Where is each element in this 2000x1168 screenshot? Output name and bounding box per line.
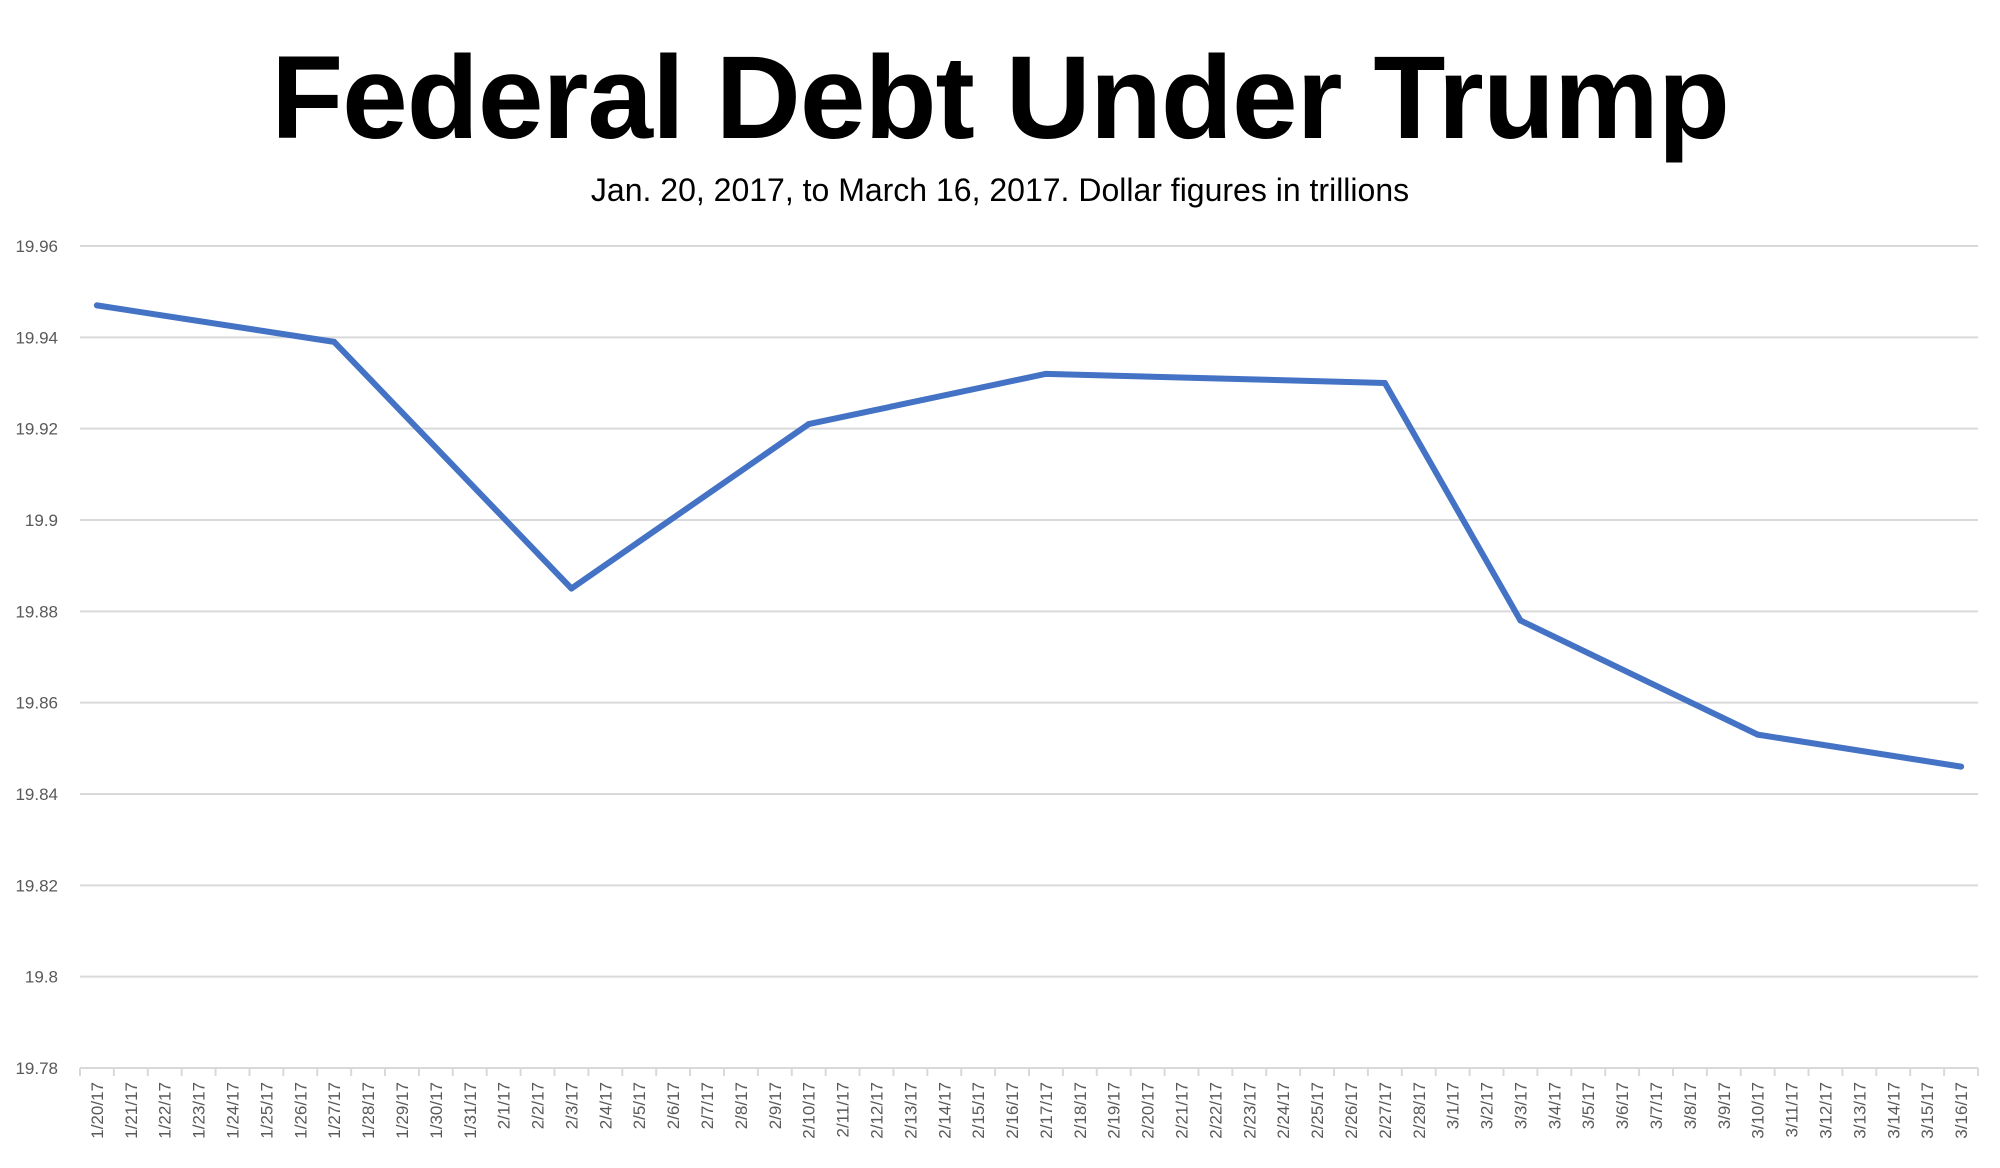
x-tick-label: 2/15/17 bbox=[969, 1082, 988, 1139]
x-tick-label: 1/27/17 bbox=[325, 1082, 344, 1139]
x-tick-label: 2/12/17 bbox=[867, 1082, 886, 1139]
y-tick-label: 19.94 bbox=[15, 328, 58, 347]
x-tick-label: 3/3/17 bbox=[1511, 1082, 1530, 1129]
x-tick-label: 3/14/17 bbox=[1884, 1082, 1903, 1139]
y-tick-label: 19.8 bbox=[25, 968, 58, 987]
data-point bbox=[568, 585, 575, 592]
data-point bbox=[1517, 617, 1524, 624]
x-tick-label: 2/26/17 bbox=[1342, 1082, 1361, 1139]
x-tick-label: 2/8/17 bbox=[732, 1082, 751, 1129]
x-tick-label: 2/5/17 bbox=[630, 1082, 649, 1129]
x-tick-label: 3/11/17 bbox=[1783, 1082, 1802, 1137]
chart-title: Federal Debt Under Trump bbox=[271, 32, 1730, 164]
x-tick-label: 2/11/17 bbox=[834, 1082, 853, 1137]
chart-subtitle: Jan. 20, 2017, to March 16, 2017. Dollar… bbox=[590, 172, 1410, 208]
x-tick-label: 2/6/17 bbox=[664, 1082, 683, 1129]
x-tick-label: 2/24/17 bbox=[1274, 1082, 1293, 1139]
x-tick-label: 3/5/17 bbox=[1579, 1082, 1598, 1129]
data-point bbox=[1042, 370, 1049, 377]
x-tick-label: 2/17/17 bbox=[1037, 1082, 1056, 1139]
x-tick-label: 3/13/17 bbox=[1850, 1082, 1869, 1139]
x-tick-label: 2/25/17 bbox=[1308, 1082, 1327, 1139]
y-tick-label: 19.86 bbox=[15, 694, 58, 713]
x-tick-label: 1/20/17 bbox=[88, 1082, 107, 1139]
data-point bbox=[1958, 763, 1965, 770]
x-tick-label: 3/16/17 bbox=[1952, 1082, 1971, 1139]
x-tick-label: 2/22/17 bbox=[1206, 1082, 1225, 1139]
x-tick-label: 1/29/17 bbox=[393, 1082, 412, 1139]
x-tick-label: 3/1/17 bbox=[1444, 1082, 1463, 1129]
y-tick-label: 19.96 bbox=[15, 237, 58, 256]
x-tick-label: 3/15/17 bbox=[1918, 1082, 1937, 1139]
data-point bbox=[1754, 731, 1761, 738]
x-tick-label: 3/9/17 bbox=[1715, 1082, 1734, 1129]
data-point bbox=[805, 421, 812, 428]
x-tick-label: 1/30/17 bbox=[427, 1082, 446, 1139]
x-tick-label: 2/28/17 bbox=[1410, 1082, 1429, 1139]
x-tick-label: 1/26/17 bbox=[291, 1082, 310, 1139]
data-point bbox=[93, 302, 100, 309]
x-tick-label: 2/18/17 bbox=[1071, 1082, 1090, 1139]
x-tick-label: 2/13/17 bbox=[901, 1082, 920, 1139]
x-tick-label: 2/3/17 bbox=[562, 1082, 581, 1129]
y-tick-label: 19.82 bbox=[15, 876, 58, 895]
x-tick-label: 1/24/17 bbox=[224, 1082, 243, 1139]
x-tick-label: 2/14/17 bbox=[935, 1082, 954, 1139]
y-tick-label: 19.78 bbox=[15, 1059, 58, 1078]
x-tick-label: 2/23/17 bbox=[1240, 1082, 1259, 1139]
x-tick-label: 2/16/17 bbox=[1003, 1082, 1022, 1139]
x-tick-label: 1/23/17 bbox=[190, 1082, 209, 1139]
y-tick-label: 19.92 bbox=[15, 420, 58, 439]
x-tick-label: 2/9/17 bbox=[766, 1082, 785, 1129]
y-tick-label: 19.9 bbox=[25, 511, 58, 530]
x-tick-label: 1/31/17 bbox=[461, 1082, 480, 1139]
x-tick-label: 1/28/17 bbox=[359, 1082, 378, 1139]
x-tick-label: 3/2/17 bbox=[1478, 1082, 1497, 1129]
y-tick-label: 19.84 bbox=[15, 785, 58, 804]
x-tick-label: 3/6/17 bbox=[1613, 1082, 1632, 1129]
x-tick-label: 2/27/17 bbox=[1376, 1082, 1395, 1139]
x-tick-label: 2/20/17 bbox=[1139, 1082, 1158, 1139]
x-tick-label: 3/10/17 bbox=[1749, 1082, 1768, 1139]
x-tick-label: 2/4/17 bbox=[596, 1082, 615, 1129]
data-point bbox=[331, 338, 338, 345]
x-tick-label: 2/1/17 bbox=[495, 1082, 514, 1129]
x-tick-label: 1/21/17 bbox=[122, 1082, 141, 1139]
x-tick-label: 2/2/17 bbox=[529, 1082, 548, 1129]
x-tick-label: 1/22/17 bbox=[156, 1082, 175, 1139]
x-tick-label: 2/10/17 bbox=[800, 1082, 819, 1139]
x-tick-label: 2/19/17 bbox=[1105, 1082, 1124, 1139]
y-tick-label: 19.88 bbox=[15, 602, 58, 621]
x-tick-label: 3/4/17 bbox=[1545, 1082, 1564, 1129]
x-tick-label: 1/25/17 bbox=[257, 1082, 276, 1139]
data-point bbox=[1381, 380, 1388, 386]
x-tick-label: 3/12/17 bbox=[1816, 1082, 1835, 1139]
series-line bbox=[93, 302, 1965, 770]
x-tick-label: 2/7/17 bbox=[698, 1082, 717, 1129]
x-tick-label: 2/21/17 bbox=[1173, 1082, 1192, 1139]
x-tick-label: 3/8/17 bbox=[1681, 1082, 1700, 1129]
x-tick-label: 3/7/17 bbox=[1647, 1082, 1666, 1129]
